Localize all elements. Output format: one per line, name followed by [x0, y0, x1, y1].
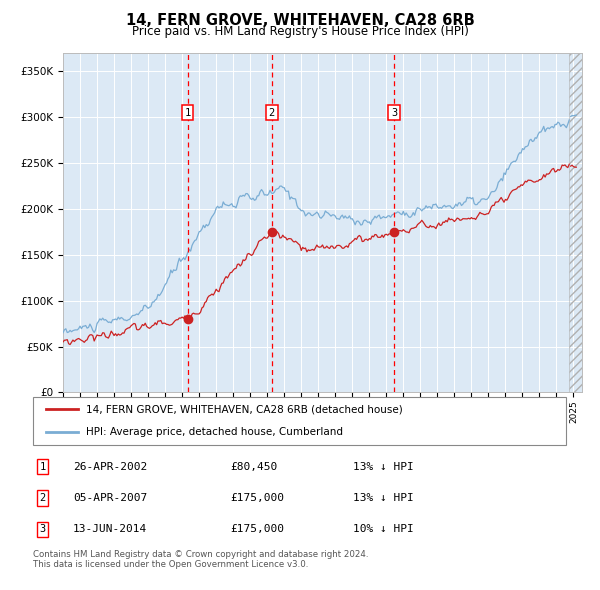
Text: 14, FERN GROVE, WHITEHAVEN, CA28 6RB: 14, FERN GROVE, WHITEHAVEN, CA28 6RB [125, 13, 475, 28]
FancyBboxPatch shape [33, 397, 566, 445]
Text: 13-JUN-2014: 13-JUN-2014 [73, 524, 147, 534]
Text: 1: 1 [184, 108, 191, 117]
Text: 13% ↓ HPI: 13% ↓ HPI [353, 462, 413, 472]
Text: 3: 3 [391, 108, 397, 117]
Text: £80,450: £80,450 [230, 462, 277, 472]
Text: 13% ↓ HPI: 13% ↓ HPI [353, 493, 413, 503]
Text: 05-APR-2007: 05-APR-2007 [73, 493, 147, 503]
Text: Price paid vs. HM Land Registry's House Price Index (HPI): Price paid vs. HM Land Registry's House … [131, 25, 469, 38]
Text: 3: 3 [40, 524, 46, 534]
Bar [569, 53, 582, 392]
Text: 2: 2 [269, 108, 275, 117]
Text: 1: 1 [40, 462, 46, 472]
Text: HPI: Average price, detached house, Cumberland: HPI: Average price, detached house, Cumb… [86, 427, 343, 437]
Text: 2: 2 [40, 493, 46, 503]
Text: 26-APR-2002: 26-APR-2002 [73, 462, 147, 472]
Text: £175,000: £175,000 [230, 493, 284, 503]
Text: 14, FERN GROVE, WHITEHAVEN, CA28 6RB (detached house): 14, FERN GROVE, WHITEHAVEN, CA28 6RB (de… [86, 404, 403, 414]
Text: 10% ↓ HPI: 10% ↓ HPI [353, 524, 413, 534]
Text: £175,000: £175,000 [230, 524, 284, 534]
Text: Contains HM Land Registry data © Crown copyright and database right 2024.
This d: Contains HM Land Registry data © Crown c… [33, 550, 368, 569]
